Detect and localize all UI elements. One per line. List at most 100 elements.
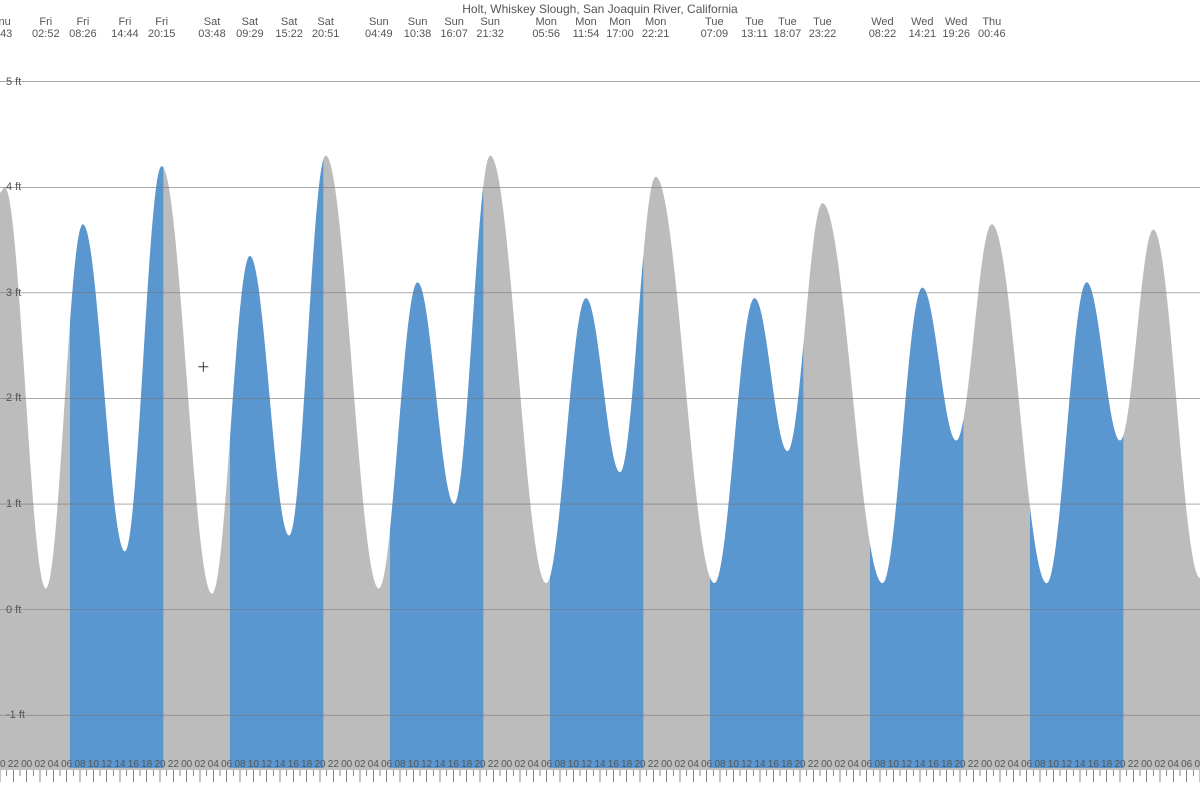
x-tick-label: 18 [461,759,473,770]
tide-area-day [1030,282,1123,768]
chart-svg: 2022000204060810121416182022000204060810… [0,0,1200,800]
x-tick-label: 00 [821,759,833,770]
tide-event-label: Wed19:26 [942,16,970,40]
x-tick-label: 10 [408,759,420,770]
x-tick-label: 20 [474,759,486,770]
tide-event-time: 00:46 [978,28,1006,40]
tide-event-time: 07:09 [701,28,729,40]
tide-area-day [70,166,163,768]
x-tick-label: 22 [168,759,180,770]
tide-event-label: Sun04:49 [365,16,393,40]
tide-event-label: Mon17:00 [606,16,634,40]
x-tick-label: 00 [1141,759,1153,770]
tide-event-label: Fri20:15 [148,16,176,40]
tide-event-day: Fri [32,16,60,28]
x-tick-label: 10 [248,759,260,770]
tide-event-time: 23:22 [809,28,837,40]
tide-event-day: Fri [111,16,139,28]
y-axis-label: 4 ft [6,181,21,193]
y-axis-label: 5 ft [6,76,21,88]
tide-event-time: 14:44 [111,28,139,40]
x-tick-label: 16 [1088,759,1100,770]
tide-event-label: Sat20:51 [312,16,340,40]
tide-event-label: Sat03:48 [198,16,226,40]
x-tick-label: 02 [834,759,846,770]
x-tick-label: 02 [514,759,526,770]
x-tick-label: 16 [128,759,140,770]
tide-event-time: 21:32 [476,28,504,40]
x-tick-label: 16 [288,759,300,770]
x-tick-label: 04 [1168,759,1180,770]
tide-event-day: Fri [148,16,176,28]
tide-event-label: Wed14:21 [909,16,937,40]
x-tick-label: 20 [1114,759,1126,770]
x-tick-label: 00 [501,759,513,770]
x-tick-label: 06 [861,759,873,770]
tide-event-label: Tue18:07 [774,16,802,40]
tide-event-label: Sun16:07 [440,16,468,40]
y-axis-label: 2 ft [6,392,21,404]
tide-event-day: Sat [312,16,340,28]
tide-event-label: Sat09:29 [236,16,264,40]
tide-event-label: Mon11:54 [573,16,600,40]
x-tick-label: 08 [1034,759,1046,770]
x-tick-label: 12 [901,759,913,770]
x-tick-label: 18 [301,759,313,770]
x-tick-label: 10 [728,759,740,770]
tide-event-label: Wed08:22 [869,16,897,40]
tide-event-day: Tue [741,16,768,28]
x-tick-label: 10 [1048,759,1060,770]
tide-event-time: 18:07 [774,28,802,40]
tide-event-day: Sun [476,16,504,28]
tide-chart: Holt, Whiskey Slough, San Joaquin River,… [0,0,1200,800]
tide-event-time: 19:26 [942,28,970,40]
x-tick-label: 14 [434,759,446,770]
x-tick-label: 16 [928,759,940,770]
x-tick-label: 02 [34,759,46,770]
x-tick-label: 04 [208,759,220,770]
y-axis-label: 3 ft [6,287,21,299]
x-tick-label: 00 [341,759,353,770]
y-axis-label: 0 ft [6,604,21,616]
tide-event-label: Mon22:21 [642,16,670,40]
x-tick-label: 14 [114,759,126,770]
tide-event-label: Tue07:09 [701,16,729,40]
x-tick-label: 18 [1101,759,1113,770]
tide-event-day: Sun [365,16,393,28]
tide-event-day: Tue [809,16,837,28]
x-tick-label: 08 [714,759,726,770]
x-tick-label: 18 [781,759,793,770]
x-tick-label: 06 [381,759,393,770]
x-tick-label: 06 [701,759,713,770]
tide-event-label: Sun10:38 [404,16,432,40]
x-tick-label: 22 [968,759,980,770]
x-tick-label: 18 [941,759,953,770]
tide-event-day: Sat [198,16,226,28]
tide-event-time: 15:22 [275,28,303,40]
tide-event-label: Sat15:22 [275,16,303,40]
x-tick-label: 14 [754,759,766,770]
x-tick-label: 04 [528,759,540,770]
x-tick-label: 10 [568,759,580,770]
top-time-labels: nu:43Fri02:52Fri08:26Fri14:44Fri20:15Sat… [0,16,1200,46]
tide-event-label: Thu00:46 [978,16,1006,40]
x-tick-label: 20 [314,759,326,770]
x-tick-label: 14 [274,759,286,770]
tide-event-day: Sat [236,16,264,28]
tide-event-time: 08:26 [69,28,97,40]
tide-event-day: Sun [404,16,432,28]
tide-area-day [870,288,963,768]
x-tick-label: 16 [448,759,460,770]
x-tick-label: 20 [154,759,166,770]
tide-event-time: 02:52 [32,28,60,40]
x-tick-label: 02 [994,759,1006,770]
tide-event-label: Sun21:32 [476,16,504,40]
x-tick-label: 14 [914,759,926,770]
x-tick-label: 04 [1008,759,1020,770]
x-tick-label: 06 [1021,759,1033,770]
x-tick-label: 22 [8,759,20,770]
x-tick-label: 16 [768,759,780,770]
x-tick-label: 20 [954,759,966,770]
x-tick-label: 10 [888,759,900,770]
tide-event-time: 14:21 [909,28,937,40]
